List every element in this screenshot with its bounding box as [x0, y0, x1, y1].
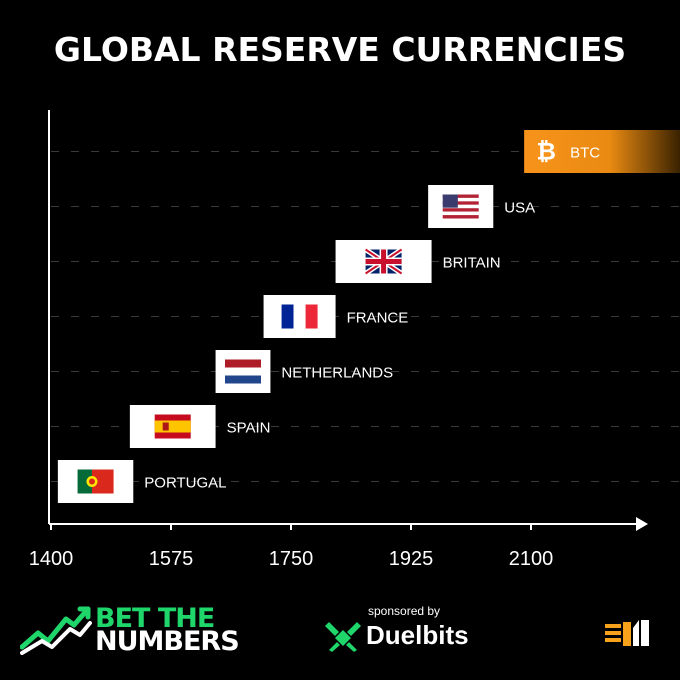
- bar-label: PORTUGAL: [144, 475, 226, 492]
- footer: [0, 600, 680, 680]
- x-axis-arrow: [636, 517, 648, 531]
- brand-line-2: NUMBERS: [95, 626, 240, 657]
- chart-title: GLOBAL RESERVE CURRENCIES: [53, 30, 627, 69]
- britain-flag-icon: [364, 247, 403, 276]
- netherlands-flag-icon: [225, 359, 261, 384]
- x-tick-label: 1925: [389, 548, 434, 570]
- x-tick-label: 1750: [269, 548, 314, 570]
- bar-britain: BRITAIN: [335, 240, 501, 283]
- bar-btc: ₿ BTC: [524, 130, 680, 173]
- svg-text:₿: ₿: [536, 138, 556, 166]
- timeline-chart: PORTUGAL SPAIN NETHERLANDS FRANCE BRITAIN USA…: [29, 110, 680, 570]
- bar-spain: SPAIN: [129, 405, 271, 448]
- spain-flag-icon: [154, 414, 191, 439]
- bar-usa: USA: [428, 185, 535, 228]
- trend-chart-logo-icon: [20, 606, 92, 655]
- brand-line-1: BET THE: [95, 603, 215, 634]
- bar-france: FRANCE: [263, 295, 409, 338]
- france-flag-icon: [281, 304, 318, 329]
- bar-label: BRITAIN: [443, 255, 501, 272]
- x-tick-label: 1400: [29, 548, 74, 570]
- x-tick-label: 2100: [509, 548, 554, 570]
- bitcoin-icon: ₿: [535, 138, 558, 166]
- bar-label: NETHERLANDS: [281, 365, 393, 382]
- bar-label: FRANCE: [347, 310, 409, 327]
- duelbits-logo-icon: [325, 622, 361, 652]
- bar-label: BTC: [570, 145, 600, 162]
- bar-portugal: PORTUGAL: [57, 460, 227, 503]
- corner-brand-icon: [605, 620, 649, 646]
- sponsor-name: Duelbits: [366, 620, 469, 650]
- usa-flag-icon: [442, 194, 479, 219]
- portugal-flag-icon: [77, 469, 114, 494]
- bar-label: USA: [504, 200, 535, 217]
- sponsored-label: sponsored by: [368, 604, 441, 618]
- bar-netherlands: NETHERLANDS: [215, 350, 393, 393]
- x-tick-label: 1575: [149, 548, 194, 570]
- bar-label: SPAIN: [227, 420, 271, 437]
